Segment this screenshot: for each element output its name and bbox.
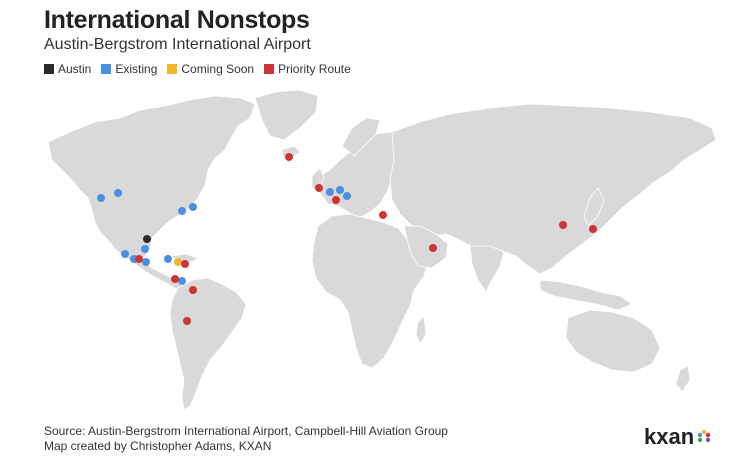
marker-priority-route[interactable] — [315, 184, 323, 192]
marker-austin[interactable] — [143, 235, 151, 243]
marker-existing[interactable] — [343, 192, 351, 200]
marker-existing[interactable] — [336, 186, 344, 194]
marker-priority-route[interactable] — [183, 317, 191, 325]
peacock-icon — [697, 429, 711, 443]
marker-existing[interactable] — [326, 188, 334, 196]
marker-priority-route[interactable] — [181, 260, 189, 268]
legend-item-austin: Austin — [44, 62, 91, 76]
legend-label: Priority Route — [278, 62, 351, 76]
credit-note: Map created by Christopher Adams, KXAN — [44, 439, 272, 453]
marker-priority-route[interactable] — [379, 211, 387, 219]
south-america — [169, 277, 247, 411]
marker-existing[interactable] — [178, 207, 186, 215]
marker-existing[interactable] — [141, 245, 149, 253]
new-zealand — [675, 365, 691, 393]
legend-label: Existing — [115, 62, 158, 76]
legend-item-existing: Existing — [101, 62, 157, 76]
marker-existing[interactable] — [97, 194, 105, 202]
british-isles — [311, 167, 325, 191]
marker-coming-soon[interactable] — [174, 258, 182, 266]
marker-priority-route[interactable] — [285, 153, 293, 161]
kxan-logo: kxan — [644, 424, 711, 449]
japan — [583, 187, 605, 227]
madagascar — [415, 315, 427, 345]
marker-existing[interactable] — [164, 255, 172, 263]
marker-priority-route[interactable] — [332, 196, 340, 204]
africa — [311, 213, 429, 369]
marker-priority-route[interactable] — [171, 275, 179, 283]
legend-swatch — [44, 64, 54, 74]
legend-swatch — [101, 64, 112, 74]
legend-item-priority-route: Priority Route — [264, 62, 351, 76]
scandinavia — [341, 117, 381, 157]
marker-priority-route[interactable] — [559, 221, 567, 229]
marker-existing[interactable] — [178, 277, 186, 285]
southeast-asia-islands — [539, 279, 633, 311]
map-title: International Nonstops — [44, 6, 310, 34]
legend-label: Coming Soon — [181, 62, 255, 76]
australia — [565, 309, 661, 373]
marker-priority-route[interactable] — [135, 255, 143, 263]
marker-existing[interactable] — [114, 189, 122, 197]
india — [469, 245, 505, 293]
source-note: Source: Austin-Bergstrom International A… — [44, 424, 448, 438]
marker-priority-route[interactable] — [429, 244, 437, 252]
marker-priority-route[interactable] — [189, 286, 197, 294]
north-america — [47, 95, 256, 263]
world-map — [47, 90, 717, 411]
landmasses — [47, 90, 717, 411]
kxan-logo-wordmark: kxan — [644, 424, 694, 449]
route-markers — [97, 153, 597, 325]
legend-item-coming-soon: Coming Soon — [167, 62, 254, 76]
greenland — [254, 90, 319, 141]
marker-existing[interactable] — [142, 258, 150, 266]
footer: Source: Austin-Bergstrom International A… — [44, 424, 448, 454]
marker-priority-route[interactable] — [589, 225, 597, 233]
marker-existing[interactable] — [189, 203, 197, 211]
legend-swatch — [264, 64, 275, 74]
legend-label: Austin — [58, 62, 92, 76]
arabian-peninsula — [403, 225, 449, 269]
legend-swatch — [167, 64, 178, 74]
legend: Austin Existing Coming Soon Priority Rou… — [44, 62, 351, 76]
map-subtitle: Austin-Bergstrom International Airport — [44, 36, 311, 53]
marker-existing[interactable] — [121, 250, 129, 258]
